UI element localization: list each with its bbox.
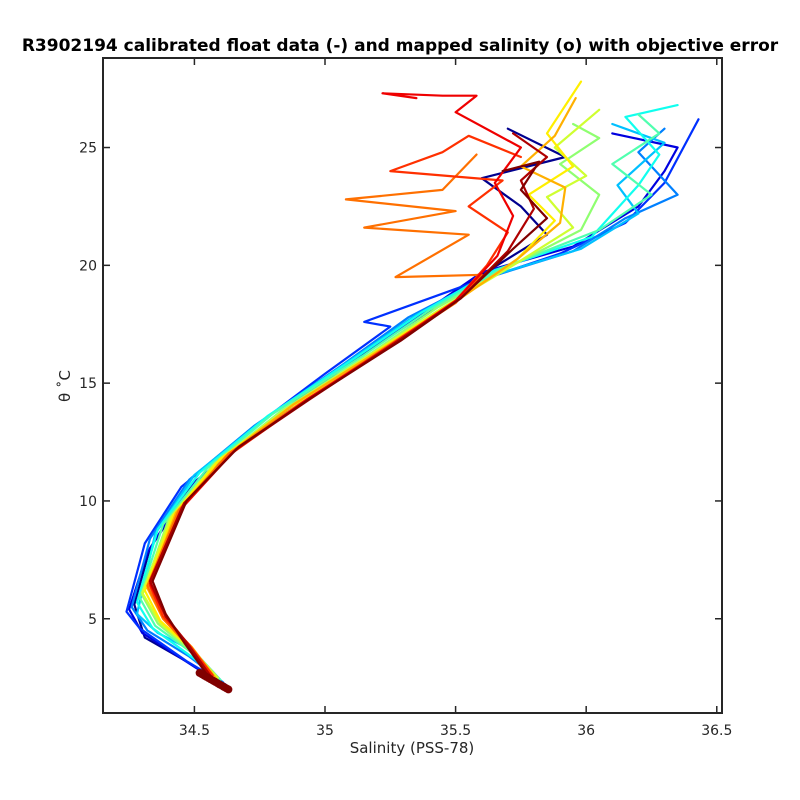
- profile-line-8: [141, 122, 601, 682]
- mapped-salinity-point: [224, 685, 233, 694]
- profile-line-3: [125, 118, 700, 686]
- profile-line-6: [135, 103, 679, 684]
- y-tick-label: 25: [79, 141, 97, 157]
- y-tick-label: 10: [79, 494, 97, 510]
- plot-area-frame: [102, 57, 723, 714]
- profile-line-15: [148, 132, 549, 677]
- profile-line-11: [146, 96, 577, 679]
- profile-line-4: [130, 127, 679, 684]
- profile-line-1: [133, 127, 567, 691]
- x-tick-label: 35: [316, 723, 334, 739]
- profile-line-5: [135, 122, 666, 682]
- y-tick-label: 20: [79, 258, 97, 274]
- profile-line-2: [128, 132, 679, 689]
- x-tick-label: 35.5: [440, 723, 471, 739]
- y-tick-label: 5: [88, 612, 97, 628]
- profile-line-14: [148, 92, 523, 677]
- x-tick-label: 36.5: [701, 723, 732, 739]
- profile-line-10: [143, 80, 583, 679]
- x-tick-label: 34.5: [179, 723, 210, 739]
- y-axis-label: θ ˚C: [56, 370, 74, 402]
- x-tick-label: 36: [577, 723, 595, 739]
- profile-line-7: [138, 113, 661, 682]
- x-axis-label: Salinity (PSS-78): [350, 739, 475, 757]
- y-tick-label: 15: [79, 376, 97, 392]
- profile-line-16: [151, 160, 549, 677]
- profile-line-13: [148, 134, 523, 677]
- series-group: [125, 80, 700, 694]
- profile-line-12: [146, 153, 483, 679]
- tick-group: 34.5 35 35.5 36 36.5 5 10 15 20 25: [79, 58, 732, 739]
- chart-title: R3902194 calibrated float data (-) and m…: [22, 36, 779, 56]
- profile-line-9: [141, 108, 601, 679]
